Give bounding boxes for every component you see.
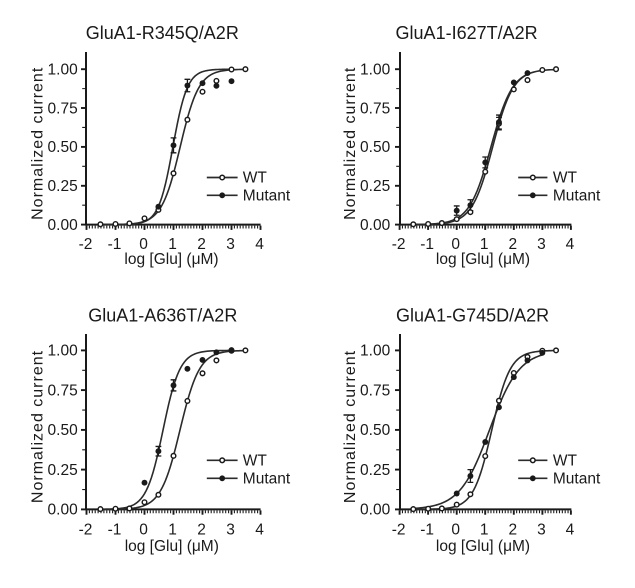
svg-text:log [Glu] (μM): log [Glu] (μM) [125,538,219,555]
svg-text:1: 1 [480,236,489,253]
svg-text:1.00: 1.00 [360,343,391,360]
svg-text:0.50: 0.50 [48,422,79,439]
svg-text:0.75: 0.75 [360,382,390,399]
svg-text:1.00: 1.00 [360,62,391,79]
svg-text:4: 4 [255,521,264,538]
svg-text:-1: -1 [108,521,122,538]
svg-text:WT: WT [243,452,268,469]
svg-text:0.25: 0.25 [360,178,390,195]
svg-text:4: 4 [255,236,264,253]
svg-text:3: 3 [226,236,235,253]
svg-text:WT: WT [243,170,268,187]
svg-text:-2: -2 [79,521,93,538]
svg-text:0.50: 0.50 [360,422,391,439]
svg-text:WT: WT [553,170,578,187]
svg-text:1: 1 [168,236,177,253]
svg-text:1: 1 [168,521,177,538]
svg-text:0.00: 0.00 [48,217,79,234]
svg-text:GluA1-A636T/A2R: GluA1-A636T/A2R [88,306,237,326]
svg-text:WT: WT [553,452,578,469]
svg-text:Normalized current: Normalized current [30,67,47,220]
svg-text:3: 3 [537,521,546,538]
svg-text:0: 0 [451,236,460,253]
svg-text:Normalized current: Normalized current [30,350,47,503]
svg-text:0.75: 0.75 [360,100,390,117]
svg-text:0.25: 0.25 [48,178,78,195]
svg-text:0.00: 0.00 [48,502,79,519]
svg-text:2: 2 [508,521,517,538]
svg-text:-2: -2 [392,236,406,253]
svg-text:1: 1 [480,521,489,538]
svg-text:-2: -2 [392,521,406,538]
svg-text:Mutant: Mutant [243,187,291,204]
svg-text:GluA1-G745D/A2R: GluA1-G745D/A2R [396,306,549,326]
svg-text:Normalized current: Normalized current [342,350,359,503]
svg-text:GluA1-I627T/A2R: GluA1-I627T/A2R [396,23,538,43]
svg-text:1.00: 1.00 [48,343,79,360]
svg-text:Normalized current: Normalized current [342,67,359,220]
svg-text:0: 0 [139,236,148,253]
svg-text:2: 2 [197,236,206,253]
svg-text:1.00: 1.00 [48,62,79,79]
svg-text:3: 3 [537,236,546,253]
svg-text:0: 0 [451,521,460,538]
svg-text:GluA1-R345Q/A2R: GluA1-R345Q/A2R [86,23,239,43]
svg-text:0.25: 0.25 [360,462,390,479]
svg-text:2: 2 [508,236,517,253]
svg-text:0.00: 0.00 [360,217,391,234]
svg-text:3: 3 [226,521,235,538]
svg-text:0.75: 0.75 [48,382,78,399]
svg-text:-2: -2 [79,236,93,253]
svg-text:0.50: 0.50 [360,139,391,156]
svg-text:0.50: 0.50 [48,139,79,156]
svg-text:2: 2 [197,521,206,538]
svg-text:0: 0 [139,521,148,538]
svg-text:0.75: 0.75 [48,100,78,117]
svg-text:log [Glu] (μM): log [Glu] (μM) [436,538,530,555]
svg-text:-1: -1 [420,236,434,253]
svg-text:4: 4 [566,236,575,253]
svg-text:log [Glu] (μM): log [Glu] (μM) [124,251,218,268]
svg-text:0.25: 0.25 [48,462,78,479]
svg-text:Mutant: Mutant [553,470,601,487]
svg-text:-1: -1 [108,236,122,253]
svg-text:Mutant: Mutant [243,470,291,487]
svg-text:-1: -1 [420,521,434,538]
svg-text:Mutant: Mutant [553,187,601,204]
svg-text:log [Glu] (μM): log [Glu] (μM) [436,251,530,268]
svg-text:0.00: 0.00 [360,502,391,519]
svg-text:4: 4 [566,521,575,538]
